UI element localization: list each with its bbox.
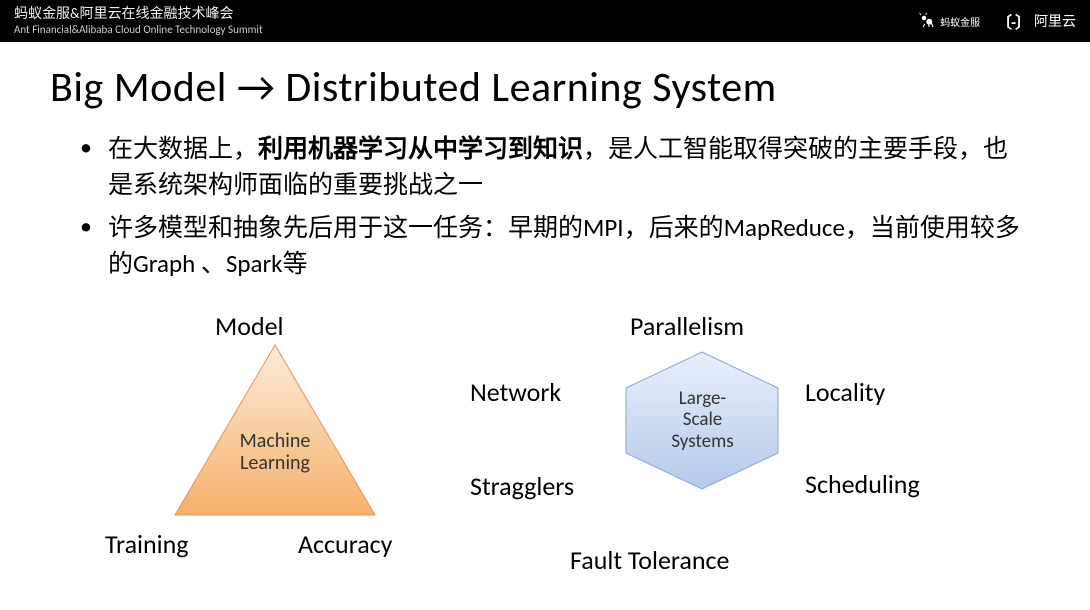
triangle-vertex-bottom-right: Accuracy	[298, 528, 392, 560]
bullet-text-prefix: 许多模型和抽象先后用于这一任务：早期的MPI，后来的MapReduce，当前使用…	[108, 212, 1020, 279]
bullet-text-prefix: 在大数据上，	[108, 133, 258, 164]
hexagon-shape: Large-Scale Systems	[620, 348, 785, 493]
hex-label-bottom-left: Stragglers	[470, 470, 574, 502]
header-bar: 蚂蚁金服&阿里云在线金融技术峰会 Ant Financial&Alibaba C…	[0, 0, 1090, 42]
hex-center-line2: Systems	[671, 430, 733, 453]
bullet-list: 在大数据上，利用机器学习从中学习到知识，是人工智能取得突破的主要手段，也是系统架…	[80, 131, 1030, 282]
hex-label-bottom: Fault Tolerance	[570, 544, 729, 576]
alibaba-cloud-logo: 〔-〕 阿里云	[996, 9, 1076, 33]
triangle-vertex-bottom-left: Training	[105, 528, 189, 560]
bullet-item: 许多模型和抽象先后用于这一任务：早期的MPI，后来的MapReduce，当前使用…	[80, 210, 1030, 283]
hex-label-top-left: Network	[470, 376, 561, 408]
tri-center-line2: Learning	[240, 451, 310, 475]
hexagon-center-label: Large-Scale Systems	[661, 388, 744, 454]
triangle-center-label: Machine Learning	[240, 430, 311, 474]
header-titles: 蚂蚁金服&阿里云在线金融技术峰会 Ant Financial&Alibaba C…	[14, 6, 263, 36]
bullet-item: 在大数据上，利用机器学习从中学习到知识，是人工智能取得突破的主要手段，也是系统架…	[80, 131, 1030, 204]
triangle-shape: Machine Learning	[170, 340, 380, 520]
header-title-cn: 蚂蚁金服&阿里云在线金融技术峰会	[14, 6, 263, 23]
hex-label-top: Parallelism	[630, 310, 744, 342]
header-logos: 蚂蚁金服 〔-〕 阿里云	[918, 9, 1076, 33]
slide-title: Big Model → Distributed Learning System	[50, 62, 1090, 113]
ant-financial-logo: 蚂蚁金服	[918, 12, 980, 30]
header-title-en: Ant Financial&Alibaba Cloud Online Techn…	[14, 23, 263, 36]
triangle-vertex-top: Model	[215, 310, 284, 342]
bullet-text-bold: 利用机器学习从中学习到知识	[258, 133, 583, 164]
tri-center-line1: Machine	[240, 429, 311, 453]
hex-center-line1: Large-Scale	[679, 387, 727, 432]
ali-bracket-icon: 〔-〕	[996, 9, 1030, 33]
hex-label-bottom-right: Scheduling	[805, 468, 920, 500]
ali-logo-text: 阿里云	[1034, 11, 1076, 31]
ant-icon	[918, 12, 936, 30]
ant-logo-text: 蚂蚁金服	[940, 14, 980, 29]
diagram-area: Machine Learning Model Training Accuracy…	[0, 310, 1090, 610]
hex-label-top-right: Locality	[805, 376, 885, 408]
